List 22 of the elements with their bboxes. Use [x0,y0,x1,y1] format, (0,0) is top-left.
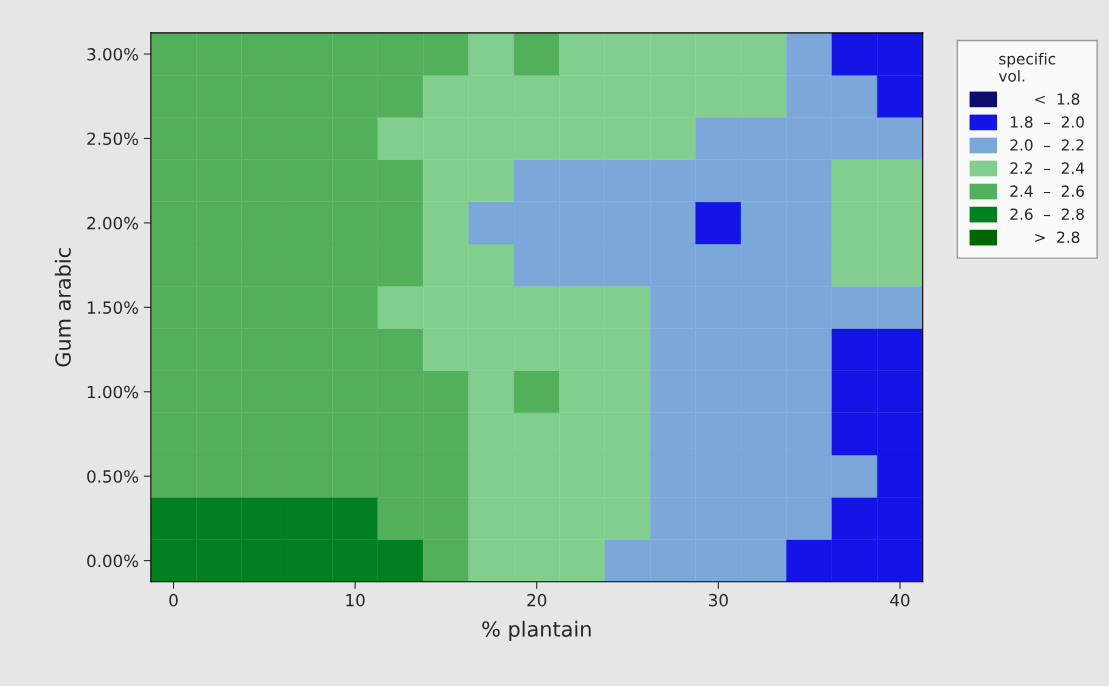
x-tick-label: 10 [346,593,365,607]
x-tick-label: 30 [709,593,728,607]
y-tick-label: 3.00% [87,48,139,61]
x-tick-label: 0 [169,593,178,607]
color-bar-label: 2.4 – 2.6 [1010,185,1084,197]
y-tick-label: 0.00% [87,554,139,568]
legend-title: specific vol. [998,52,1056,82]
y-tick-label: 0.50% [87,470,139,483]
color-bar-label: 2.2 – 2.4 [1010,162,1085,174]
color-bar-label: 2.0 – 2.2 [1010,139,1084,151]
y-tick-label: 2.00% [87,216,139,230]
color-bar-label: < 1.8 [1035,93,1080,105]
color-bar-label: 1.8 – 2.0 [1010,116,1084,128]
x-tick-label: 20 [527,593,547,607]
x-axis-title: % plantain [482,620,591,641]
y-tick-label: 1.00% [87,385,139,399]
color-bar-label: 2.6 – 2.8 [1010,208,1084,220]
y-tick-label: 1.50% [87,301,139,314]
y-tick-label: 2.50% [87,132,139,146]
y-axis-title: Gum arabic [54,248,71,367]
color-bar-label: > 2.8 [1035,231,1080,243]
x-tick-label: 40 [890,593,910,607]
